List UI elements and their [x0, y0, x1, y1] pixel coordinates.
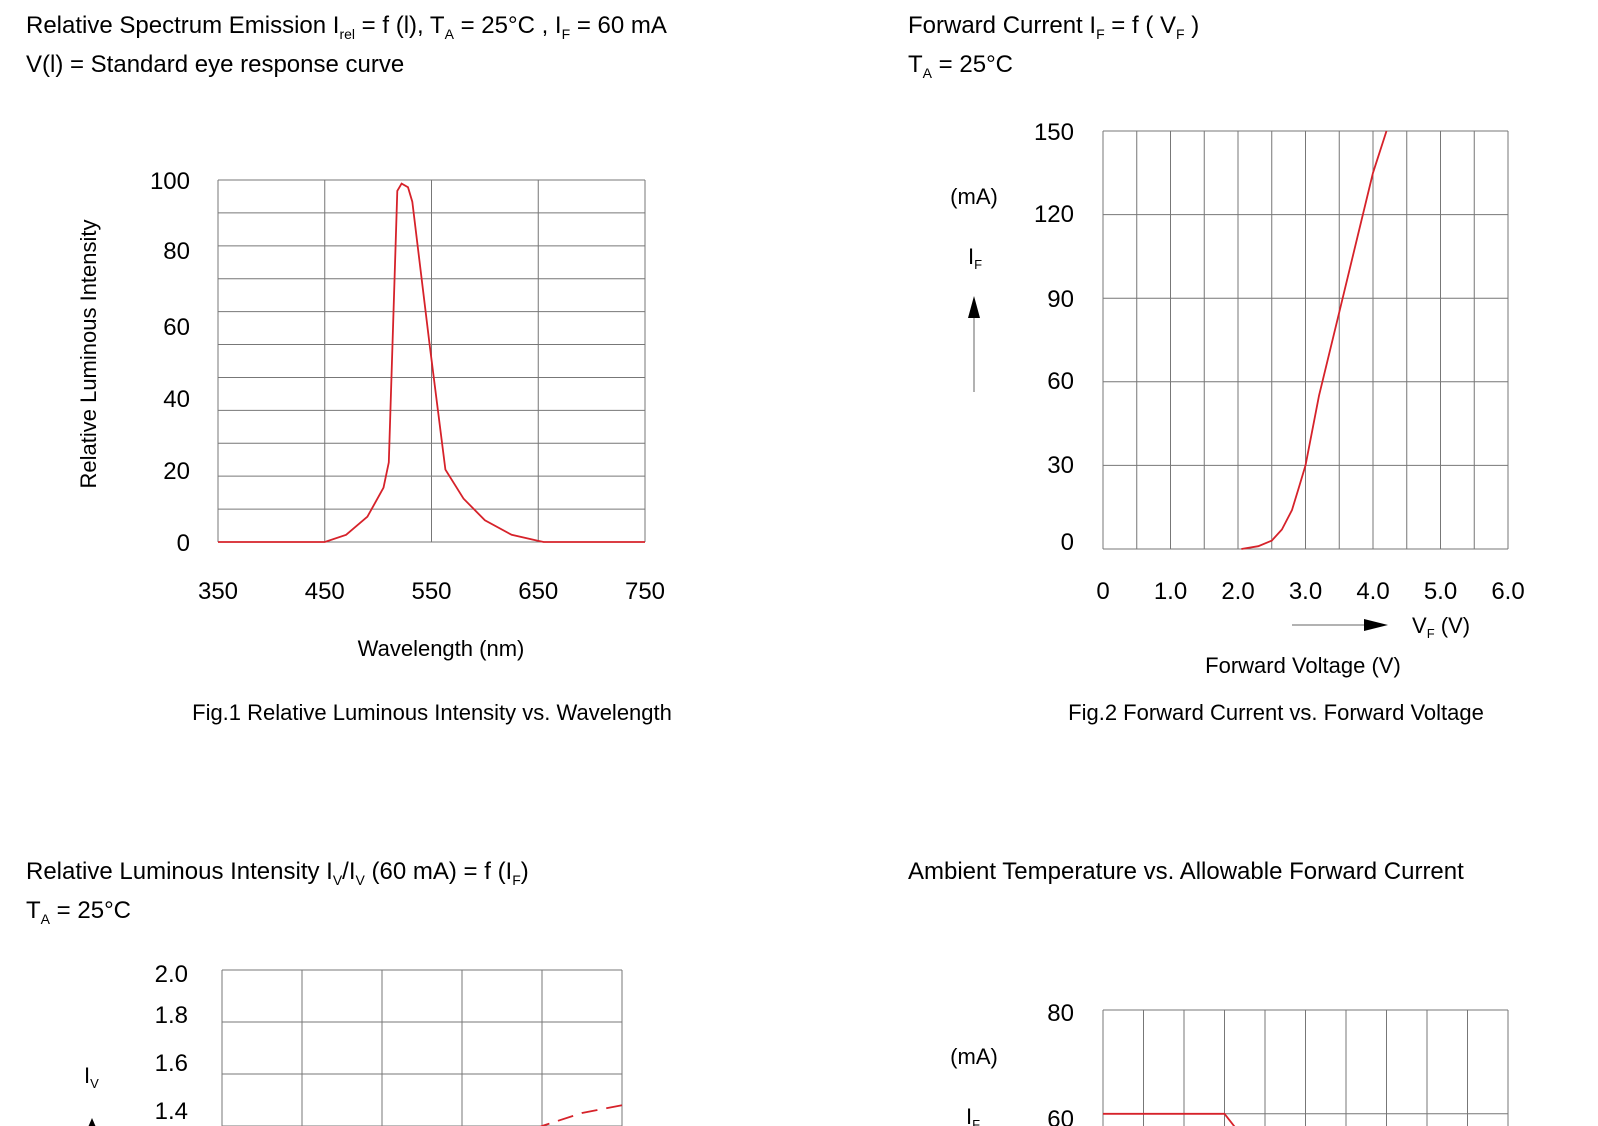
chart1-xtick: 350	[198, 578, 238, 605]
chart3-title: Relative Luminous Intensity IV/IV (60 mA…	[26, 858, 529, 888]
chart1-ytick: 40	[163, 386, 190, 413]
chart3-grid	[221, 969, 623, 1126]
chart1-grid	[217, 179, 646, 543]
chart2-xtick: 6.0	[1491, 578, 1524, 605]
chart1-xtick: 650	[518, 578, 558, 605]
chart1-caption: Fig.1 Relative Luminous Intensity vs. Wa…	[192, 700, 672, 725]
chart2-xtick: 5.0	[1424, 578, 1457, 605]
chart-2: Forward Current IF = f ( VF ) TA = 25°C …	[908, 12, 1525, 725]
chart1-ticks: 0 20 40 60 80 100 350 450 550 650 750	[150, 168, 665, 605]
chart3-y-arrow	[88, 1118, 96, 1126]
chart2-ytick: 120	[1034, 201, 1074, 228]
chart1-series-line	[218, 182, 645, 543]
chart4-series-line	[1103, 1112, 1236, 1126]
chart2-ytick: 60	[1047, 368, 1074, 395]
chart1-ytick: 80	[163, 238, 190, 265]
chart1-xtick: 750	[625, 578, 665, 605]
chart2-xtick: 0	[1096, 578, 1109, 605]
chart4-grid	[1102, 1009, 1509, 1126]
chart1-ytick: 100	[150, 168, 190, 195]
chart2-x-symbol: VF (V)	[1412, 613, 1470, 641]
chart2-xtick: 4.0	[1356, 578, 1389, 605]
chart2-ytick: 0	[1061, 529, 1074, 556]
chart2-x-arrow	[1292, 619, 1388, 631]
chart4-y-symbol: IF	[966, 1104, 980, 1126]
chart2-ytick: 90	[1047, 286, 1074, 313]
chart2-ticks: 0 30 60 90 120 150 0 1.0 2.0 3.0 4.0 5.0 6.0	[1034, 119, 1525, 605]
chart4-title: Ambient Temperature vs. Allowable Forwar…	[908, 858, 1464, 885]
chart2-xtick: 2.0	[1221, 578, 1254, 605]
chart1-xtick: 550	[411, 578, 451, 605]
chart3-ytick: 1.4	[155, 1098, 188, 1125]
chart4-y-unit: (mA)	[950, 1044, 998, 1069]
chart-3: Relative Luminous Intensity IV/IV (60 mA…	[26, 858, 623, 1126]
chart4-ytick: 60	[1047, 1106, 1074, 1126]
chart-4: Ambient Temperature vs. Allowable Forwar…	[908, 858, 1509, 1126]
chart1-xlabel: Wavelength (nm)	[358, 636, 525, 661]
chart2-grid	[1102, 130, 1509, 550]
chart4-ytick: 80	[1047, 1000, 1074, 1027]
chart2-title: Forward Current IF = f ( VF )	[908, 12, 1199, 42]
chart2-y-arrow	[968, 296, 980, 392]
chart2-y-unit: (mA)	[950, 184, 998, 209]
chart2-ytick: 150	[1034, 119, 1074, 146]
chart4-ticks: 60 80	[1047, 1000, 1074, 1126]
chart1-subtitle: V(l) = Standard eye response curve	[26, 51, 404, 78]
chart1-xtick: 450	[305, 578, 345, 605]
chart2-xtick: 3.0	[1289, 578, 1322, 605]
chart3-ticks: 1.4 1.6 1.8 2.0	[155, 961, 188, 1125]
chart1-title: Relative Spectrum Emission Irel = f (l),…	[26, 12, 667, 42]
chart1-ytick: 0	[177, 530, 190, 557]
chart2-ytick: 30	[1047, 452, 1074, 479]
chart-1: Relative Spectrum Emission Irel = f (l),…	[26, 12, 672, 725]
chart2-xlabel: Forward Voltage (V)	[1205, 653, 1401, 678]
chart3-y-symbol: IV	[84, 1063, 99, 1091]
chart2-xtick: 1.0	[1154, 578, 1187, 605]
chart3-subtitle: TA = 25°C	[26, 897, 131, 927]
chart3-ytick: 1.8	[155, 1002, 188, 1029]
chart2-y-symbol: IF	[968, 244, 982, 272]
chart3-ytick: 2.0	[155, 961, 188, 988]
chart1-ylabel: Relative Luminous Intensity	[76, 219, 101, 488]
chart1-ytick: 60	[163, 314, 190, 341]
chart3-ytick: 1.6	[155, 1050, 188, 1077]
chart2-caption: Fig.2 Forward Current vs. Forward Voltag…	[1068, 700, 1484, 725]
chart1-ytick: 20	[163, 458, 190, 485]
chart2-series-line	[1241, 130, 1388, 550]
chart3-series-line	[539, 1104, 623, 1126]
chart2-subtitle: TA = 25°C	[908, 51, 1013, 81]
